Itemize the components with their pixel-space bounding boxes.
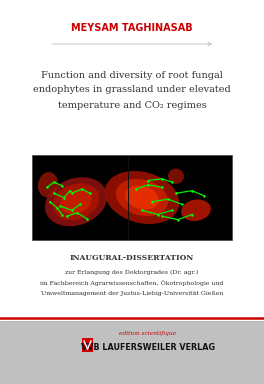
Text: INAUGURAL-DISSERTATION: INAUGURAL-DISSERTATION [70,254,194,262]
FancyBboxPatch shape [0,322,264,384]
Ellipse shape [60,189,92,214]
Ellipse shape [45,177,107,226]
Text: endophytes in grassland under elevated: endophytes in grassland under elevated [33,86,231,94]
Text: zur Erlangung des Doktorgrades (Dr. agr.): zur Erlangung des Doktorgrades (Dr. agr.… [65,269,199,275]
Text: Umweltmanagement der Justus-Liebig-Universität Gießen: Umweltmanagement der Justus-Liebig-Unive… [41,291,223,296]
Ellipse shape [105,171,179,224]
Ellipse shape [125,185,159,209]
Ellipse shape [168,169,184,184]
Text: temperature and CO₂ regimes: temperature and CO₂ regimes [58,101,206,109]
FancyBboxPatch shape [82,338,93,352]
Text: edition scientifique: edition scientifique [119,331,177,336]
Ellipse shape [38,172,58,197]
Text: VVB LAUFERSWEILER VERLAG: VVB LAUFERSWEILER VERLAG [81,344,215,353]
Ellipse shape [181,199,211,221]
Text: im Fachbereich Agrarwissenschaften, Ökotrophologie und: im Fachbereich Agrarwissenschaften, Ökot… [40,280,224,286]
FancyBboxPatch shape [32,155,232,240]
Text: MEYSAM TAGHINASAB: MEYSAM TAGHINASAB [71,23,193,33]
Text: Function and diversity of root fungal: Function and diversity of root fungal [41,71,223,79]
Ellipse shape [116,179,168,216]
Ellipse shape [53,183,99,220]
